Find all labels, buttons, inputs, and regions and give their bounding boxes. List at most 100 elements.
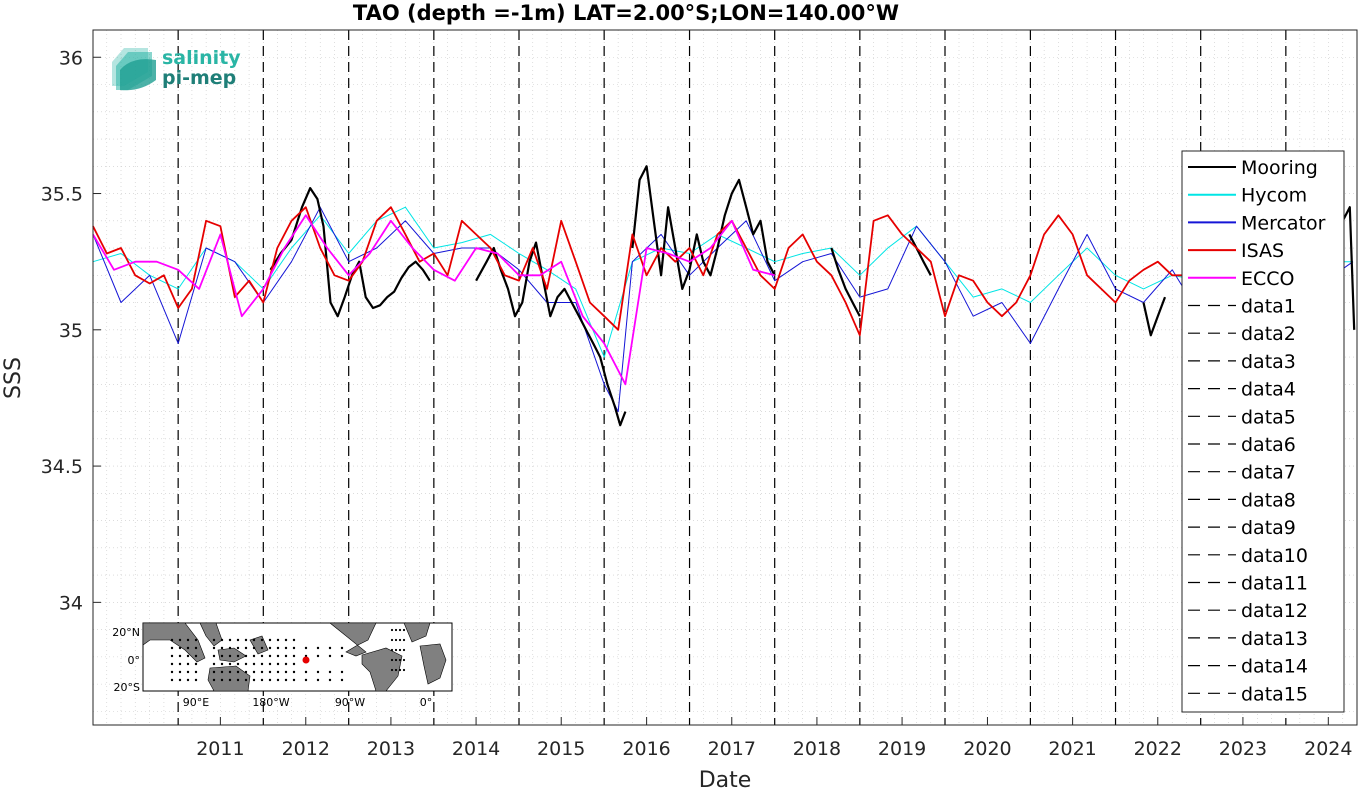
x-tick-label: 2023 <box>1219 738 1267 760</box>
inset-map-lat-label-20s: 20°S <box>114 681 140 694</box>
buoy-dot <box>284 654 288 658</box>
buoy-dot <box>244 678 248 682</box>
legend: Mooring Hycom Mercator ISAS ECCO data1 data2 da… <box>1181 150 1345 713</box>
inset-map-lon-label-90w: 90°W <box>335 696 365 709</box>
buoy-dot <box>236 646 240 650</box>
x-axis-label: Date <box>699 768 752 790</box>
buoy-dot <box>252 670 256 674</box>
buoy-dot <box>178 662 182 666</box>
buoy-dot <box>292 654 296 658</box>
y-tick-label: 34 <box>59 592 83 614</box>
buoy-dot <box>394 648 398 652</box>
buoy-dot <box>316 678 320 682</box>
x-tick-label: 2011 <box>196 738 244 760</box>
legend-label: Hycom <box>1241 185 1307 207</box>
buoy-dot <box>390 628 394 632</box>
y-tick-label: 35 <box>59 320 83 342</box>
x-tick-label: 2016 <box>622 738 670 760</box>
buoy-dot <box>398 668 402 672</box>
buoy-dot <box>268 638 272 642</box>
buoy-dot <box>186 670 190 674</box>
inset-map-land <box>142 622 447 692</box>
buoy-dot <box>186 654 190 658</box>
x-tick-label: 2015 <box>537 738 585 760</box>
buoy-dot <box>252 678 256 682</box>
buoy-dot <box>228 678 232 682</box>
x-tick-label: 2012 <box>282 738 330 760</box>
axes-box <box>92 29 1358 726</box>
buoy-dot <box>398 648 402 652</box>
buoy-dot <box>252 654 256 658</box>
legend-label: data1 <box>1241 296 1296 318</box>
inset-map-lon-label-180w: 180°W <box>252 696 289 709</box>
buoy-dot <box>186 638 190 642</box>
chart-title: TAO (depth =-1m) LAT=2.00°S;LON=140.00°W <box>353 1 899 25</box>
buoy-dot <box>212 678 216 682</box>
buoy-dot <box>220 638 224 642</box>
series-line-mooring-1 <box>475 241 627 427</box>
legend-box <box>1181 150 1345 713</box>
buoy-dot <box>260 646 264 650</box>
buoy-dot <box>236 662 240 666</box>
buoy-dot <box>284 638 288 642</box>
buoy-dot <box>186 646 190 650</box>
buoy-dot <box>276 670 280 674</box>
buoy-dot <box>220 654 224 658</box>
legend-label: data11 <box>1241 573 1308 595</box>
buoy-dot <box>390 668 394 672</box>
x-tick-label: 2014 <box>452 738 500 760</box>
buoy-dot <box>194 670 198 674</box>
buoy-dot <box>170 654 174 658</box>
buoy-dot <box>186 678 190 682</box>
buoy-dot <box>252 638 256 642</box>
buoy-dot <box>260 678 264 682</box>
vertical-dashed-lines <box>177 30 1287 725</box>
buoy-dot <box>398 658 402 662</box>
logo-text-pimep: pi-mep <box>162 67 236 89</box>
buoy-dot <box>276 678 280 682</box>
legend-label: data13 <box>1241 628 1308 650</box>
buoy-dot <box>194 678 198 682</box>
buoy-dot <box>244 646 248 650</box>
buoy-dot <box>178 638 182 642</box>
buoy-dot <box>340 670 344 674</box>
buoy-dot <box>394 628 398 632</box>
buoy-dot <box>390 638 394 642</box>
x-tick-label: 2022 <box>1134 738 1182 760</box>
buoy-dot <box>402 648 406 652</box>
y-axis-label: SSS <box>1 357 26 399</box>
buoy-dot <box>328 646 332 650</box>
buoy-dot <box>228 638 232 642</box>
buoy-dot <box>268 670 272 674</box>
buoy-dot <box>402 638 406 642</box>
inset-map-lat-label-20n: 20°N <box>112 626 140 639</box>
inset-map-mooring-marker <box>302 656 310 664</box>
buoy-dot <box>276 662 280 666</box>
buoy-dot <box>316 654 320 658</box>
series-line-mooring-5 <box>1142 296 1167 337</box>
buoy-dot <box>284 646 288 650</box>
buoy-dot <box>402 658 406 662</box>
inset-map-lon-label-90e: 90°E <box>183 696 209 709</box>
buoy-dot <box>186 662 190 666</box>
buoy-dot <box>220 662 224 666</box>
inset-map: 20°N 0° 20°S 90°E 180°W 90°W 0° <box>112 622 453 709</box>
buoy-dot <box>340 678 344 682</box>
buoy-dot <box>402 668 406 672</box>
buoy-dot <box>340 646 344 650</box>
x-tick-label: 2024 <box>1304 738 1352 760</box>
buoy-dot <box>170 646 174 650</box>
x-tick-label: 2021 <box>1048 738 1096 760</box>
legend-label: data3 <box>1241 351 1296 373</box>
buoy-dot <box>260 654 264 658</box>
legend-label: data5 <box>1241 406 1296 428</box>
buoy-dot <box>170 638 174 642</box>
buoy-dot <box>260 638 264 642</box>
buoy-dot <box>212 662 216 666</box>
buoy-dot <box>284 670 288 674</box>
buoy-dot <box>304 678 308 682</box>
legend-label: Mercator <box>1241 212 1326 234</box>
buoy-dot <box>220 670 224 674</box>
legend-label: ISAS <box>1241 240 1284 262</box>
buoy-dot <box>244 662 248 666</box>
